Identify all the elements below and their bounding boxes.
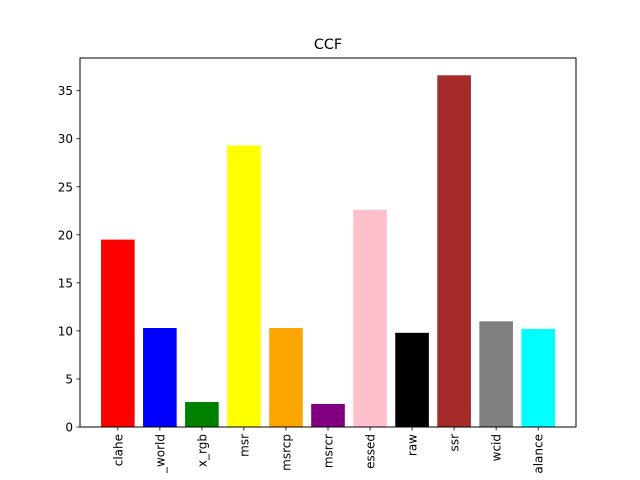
y-tick-label: 20 xyxy=(58,228,73,242)
x-tick-label-raw: raw xyxy=(406,434,420,456)
y-tick-label: 15 xyxy=(58,276,73,290)
x-axis: clahe _world x_rgb msr msrcp msrcr essed raw ssr… xyxy=(111,427,546,474)
x-tick-label-alance: alance xyxy=(532,434,546,474)
x-tick-label-msrcp: msrcp xyxy=(279,434,293,471)
y-tick-label: 30 xyxy=(58,132,73,146)
bar-wcid xyxy=(479,321,513,427)
bar-_world xyxy=(143,328,177,427)
x-tick-label-essed: essed xyxy=(364,434,378,469)
bar-x_rgb xyxy=(185,402,219,427)
bar-alance xyxy=(521,328,555,427)
bar-essed xyxy=(353,209,387,427)
x-tick-label-_world: _world xyxy=(153,434,167,474)
y-axis: 0 5 10 15 20 25 30 35 xyxy=(58,84,80,435)
x-tick-label-ssr: ssr xyxy=(448,434,462,452)
plot-frame xyxy=(79,57,577,428)
x-tick-label-x_rgb: x_rgb xyxy=(195,434,209,467)
bar-msrcr xyxy=(311,403,345,427)
x-tick-label-clahe: clahe xyxy=(111,434,125,466)
y-tick-label: 10 xyxy=(58,324,73,338)
bar-msr xyxy=(227,145,261,427)
x-tick-label-msr: msr xyxy=(237,434,251,457)
y-tick-label: 5 xyxy=(65,372,73,386)
bar-msrcp xyxy=(269,328,303,427)
bar-raw xyxy=(395,332,429,427)
bar-ssr xyxy=(437,75,471,427)
x-tick-label-wcid: wcid xyxy=(490,434,504,461)
y-tick-label: 0 xyxy=(65,421,73,435)
x-tick-label-msrcr: msrcr xyxy=(322,434,336,468)
y-tick-label: 25 xyxy=(58,180,73,194)
bars-group xyxy=(101,75,555,427)
y-tick-label: 35 xyxy=(58,84,73,98)
bar-clahe xyxy=(101,239,135,427)
chart-title: CCF xyxy=(314,37,342,53)
